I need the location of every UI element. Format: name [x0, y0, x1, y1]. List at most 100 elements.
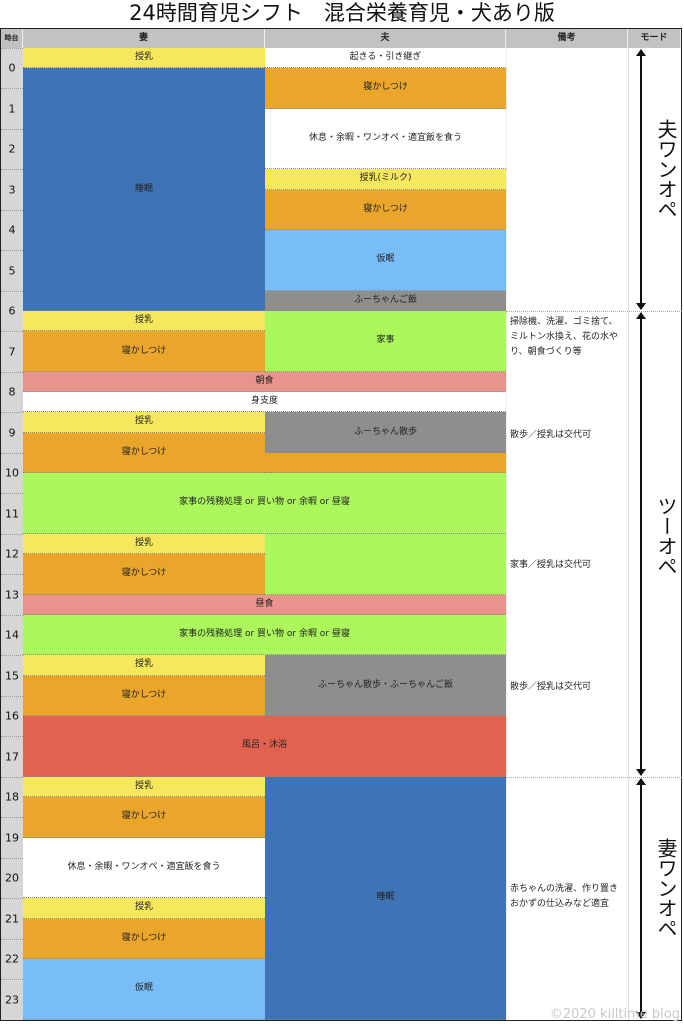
hour-label: 15	[5, 669, 19, 682]
schedule-block-wife: 授乳	[23, 47, 265, 68]
schedule-block-both: 昼食	[23, 594, 506, 615]
hour-label: 10	[5, 466, 19, 480]
mode-divider	[506, 311, 682, 312]
hour-divider	[1, 412, 23, 414]
hour-label: 12	[5, 547, 19, 561]
mode-arrow-line	[640, 313, 642, 775]
schedule-block-wife: 授乳	[23, 655, 265, 676]
header-hour: 時台	[1, 29, 23, 48]
schedule-block-wife: 休息・余暇・ワンオペ・適宜飯を食う	[23, 837, 265, 899]
schedule-block-husband: ふーちゃんご飯	[265, 290, 506, 311]
note-text: 散歩／授乳は交代可	[510, 430, 592, 441]
schedule-block-wife: 授乳	[23, 898, 265, 919]
schedule-block-wife: 寝かしつけ	[23, 432, 265, 473]
note-text: 掃除機、洗濯、ゴミ捨て、ミルトン水換え、花の水やり、朝食づくり等	[510, 317, 619, 358]
hour-divider	[1, 209, 23, 211]
hour-label: 21	[5, 912, 19, 925]
hour-divider	[1, 898, 23, 900]
schedule-block-husband	[265, 533, 506, 595]
hour-label: 2	[8, 142, 16, 156]
note-text: 赤ちゃんの洗濯、作り置きおかずの仕込みなど適宜	[510, 884, 619, 910]
arrow-down-icon	[636, 768, 646, 776]
hour-divider	[1, 331, 23, 333]
schedule-block-wife: 寝かしつけ	[23, 918, 265, 959]
hour-divider	[1, 857, 23, 859]
hour-label: 11	[5, 507, 19, 520]
hour-label: 0	[8, 61, 16, 75]
header-wife: 妻	[23, 29, 265, 48]
hour-divider	[1, 88, 23, 90]
arrow-up-icon	[636, 48, 646, 56]
schedule-block-husband: 仮眠	[265, 230, 506, 291]
schedule-block-husband: 家事	[265, 311, 506, 372]
hour-label: 8	[8, 385, 16, 399]
hour-divider	[1, 776, 23, 778]
schedule-table	[0, 28, 682, 1021]
hour-divider	[1, 574, 23, 576]
page-title: 24時間育児シフト 混合栄養育児・犬あり版	[129, 1, 555, 25]
schedule-block-husband: ふーちゃん散歩・ふーちゃんご飯	[265, 655, 506, 716]
hour-divider	[1, 695, 23, 697]
schedule-block-wife: 授乳	[23, 533, 265, 554]
schedule-block-husband: 寝かしつけ	[265, 68, 506, 109]
hour-divider	[1, 533, 23, 535]
hour-label: 9	[8, 426, 16, 439]
schedule-block-husband	[265, 452, 506, 473]
schedule-block-wife: 寝かしつけ	[23, 331, 265, 372]
schedule-block-wife: 睡眠	[23, 68, 265, 311]
hour-divider	[1, 736, 23, 738]
hour-divider	[1, 47, 23, 49]
hour-label: 20	[5, 871, 19, 885]
schedule-block-wife: 授乳	[23, 776, 265, 797]
schedule-block-husband: ふーちゃん散歩	[265, 412, 506, 453]
schedule-block-husband: 寝かしつけ	[265, 189, 506, 230]
hour-label: 19	[5, 831, 19, 844]
schedule-block-wife: 寝かしつけ	[23, 554, 265, 595]
hour-divider	[1, 655, 23, 657]
schedule-block-husband: 睡眠	[265, 776, 506, 1020]
mode-label: 妻ワンオペ	[654, 838, 678, 939]
hour-divider	[1, 290, 23, 292]
hour-label: 1	[8, 102, 16, 115]
mode-column	[628, 48, 683, 1020]
note-text: 家事／授乳は交代可	[510, 560, 592, 571]
hour-divider	[1, 250, 23, 252]
column-divider	[506, 48, 507, 1020]
hour-label: 5	[8, 264, 16, 277]
arrow-up-icon	[636, 312, 646, 319]
hour-label: 16	[5, 709, 19, 723]
header-notes: 備考	[506, 29, 628, 48]
arrow-down-icon	[636, 303, 646, 310]
schedule-block-wife: 授乳	[23, 412, 265, 433]
schedule-block-husband: 授乳(ミルク)	[265, 169, 506, 190]
hour-label: 13	[5, 588, 19, 601]
schedule-block-wife: 寝かしつけ	[23, 675, 265, 716]
header-mode: モード	[628, 29, 681, 48]
mode-divider	[506, 776, 682, 778]
schedule-block-wife: 授乳	[23, 311, 265, 332]
mode-arrow-line	[640, 778, 642, 1018]
hour-label: 22	[5, 952, 19, 966]
hour-divider	[1, 371, 23, 373]
header-husband: 夫	[265, 29, 506, 48]
hour-label: 6	[8, 304, 16, 318]
schedule-block-wife: 寝かしつけ	[23, 797, 265, 838]
note-text: 散歩／授乳は交代可	[510, 681, 592, 692]
schedule-block-both: 家事の残務処理 or 買い物 or 余暇 or 昼寝	[23, 473, 506, 534]
schedule-block-both: 朝食	[23, 371, 506, 392]
hour-divider	[1, 817, 23, 819]
mode-arrow-line	[640, 49, 642, 309]
hour-label: 23	[5, 993, 19, 1006]
hour-label: 17	[5, 750, 19, 763]
hour-label: 7	[8, 345, 16, 358]
schedule-block-both: 家事の残務処理 or 買い物 or 余暇 or 昼寝	[23, 614, 506, 656]
hour-label: 3	[8, 183, 16, 196]
hour-divider	[1, 938, 23, 940]
hour-divider	[1, 452, 23, 454]
watermark: ©2020 killtime blog	[549, 1007, 680, 1022]
schedule-block-husband: 起きる・引き継ぎ	[265, 47, 506, 68]
hour-label: 14	[5, 628, 19, 642]
schedule-block-both: 風呂・沐浴	[23, 716, 506, 777]
arrow-up-icon	[636, 777, 646, 785]
hour-divider	[1, 979, 23, 981]
